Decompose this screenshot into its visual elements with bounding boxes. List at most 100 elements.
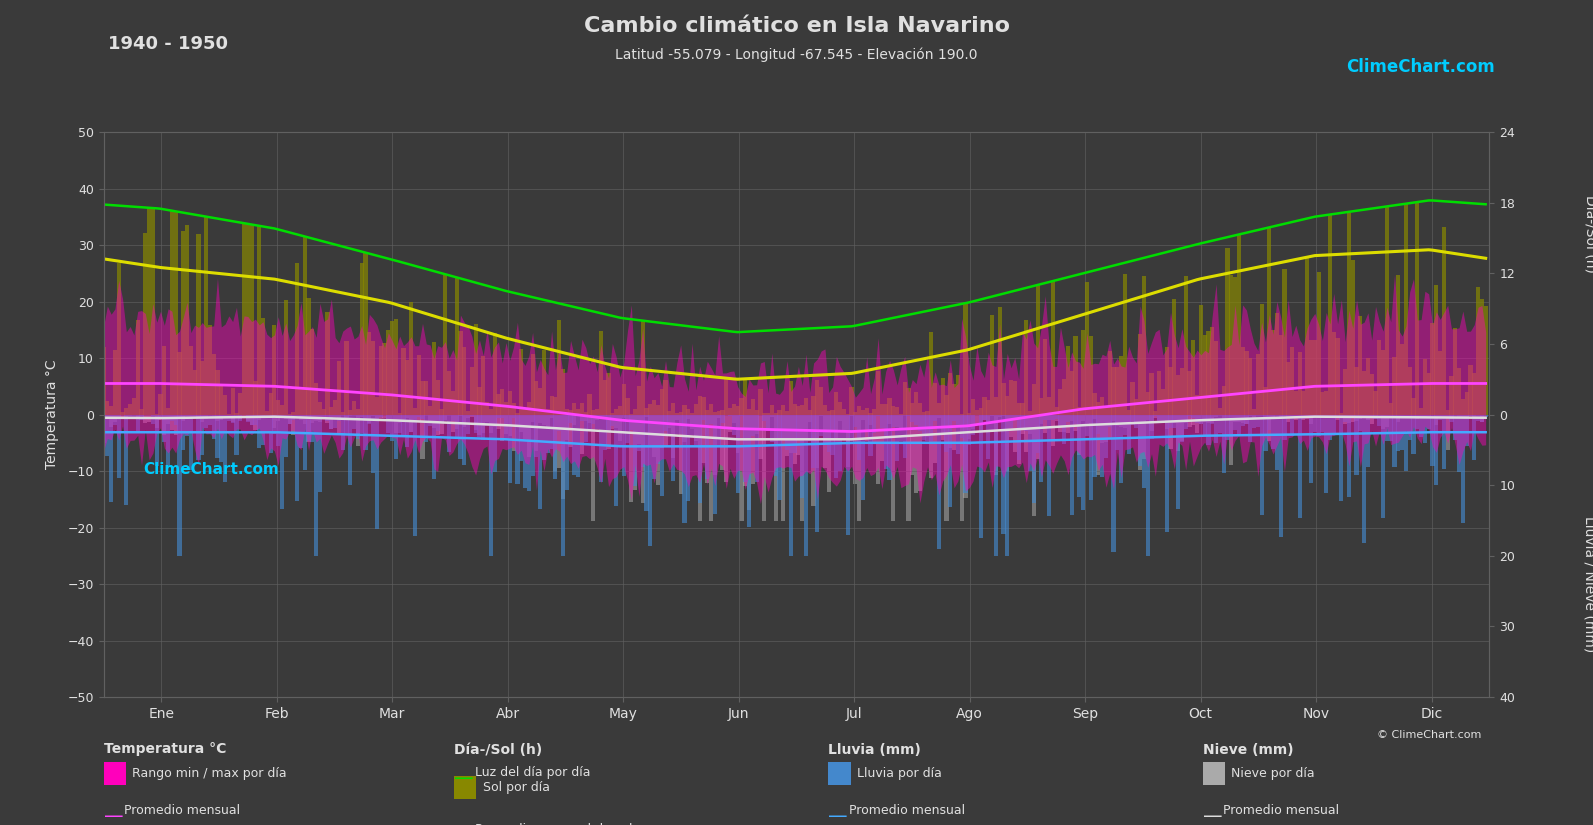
Bar xyxy=(116,263,121,414)
Bar xyxy=(382,343,387,414)
Bar xyxy=(1115,366,1120,414)
Bar xyxy=(170,414,174,430)
Bar xyxy=(527,414,530,491)
Bar xyxy=(652,414,656,479)
Bar xyxy=(432,414,436,428)
Bar xyxy=(1362,414,1367,417)
Bar xyxy=(709,404,714,414)
Bar xyxy=(1043,338,1047,414)
Bar xyxy=(143,414,148,423)
Text: Temperatura °C: Temperatura °C xyxy=(104,742,226,757)
Bar xyxy=(1415,414,1419,419)
Bar xyxy=(1294,391,1298,414)
Bar xyxy=(393,414,398,432)
Text: Cambio climático en Isla Navarino: Cambio climático en Isla Navarino xyxy=(583,16,1010,36)
Bar xyxy=(1096,402,1101,414)
Bar xyxy=(264,411,269,414)
Bar xyxy=(1077,414,1082,497)
Bar xyxy=(879,403,884,414)
Bar xyxy=(1101,397,1104,414)
Bar xyxy=(534,414,538,457)
Bar xyxy=(1118,414,1123,427)
Bar xyxy=(736,406,739,414)
Bar xyxy=(196,414,201,418)
Bar xyxy=(280,414,284,509)
Bar xyxy=(132,398,135,414)
Bar xyxy=(975,414,980,425)
Bar xyxy=(158,394,162,414)
Bar xyxy=(854,414,857,427)
Bar xyxy=(158,414,162,418)
Bar xyxy=(618,414,621,446)
Bar xyxy=(349,414,352,416)
Bar xyxy=(978,414,983,431)
Bar xyxy=(534,381,538,414)
Bar xyxy=(295,262,299,414)
Bar xyxy=(1184,276,1188,414)
Bar xyxy=(1101,414,1104,443)
Bar xyxy=(538,389,542,414)
Bar xyxy=(1365,414,1370,420)
Bar xyxy=(1458,368,1461,414)
Bar xyxy=(613,409,618,414)
Bar xyxy=(303,414,307,469)
Bar xyxy=(162,346,166,414)
Bar xyxy=(800,414,804,498)
Bar xyxy=(1321,414,1324,417)
Bar xyxy=(690,414,695,430)
Bar xyxy=(325,414,330,421)
Bar xyxy=(1085,414,1090,423)
Bar xyxy=(602,414,607,450)
Bar xyxy=(1461,414,1466,417)
Text: Luz del día por día: Luz del día por día xyxy=(475,766,591,780)
Bar xyxy=(876,414,881,416)
Bar xyxy=(1329,414,1332,441)
Bar xyxy=(1088,414,1093,439)
Bar xyxy=(1153,414,1158,416)
Bar xyxy=(500,414,505,441)
Bar xyxy=(1324,414,1329,493)
Bar xyxy=(868,414,873,425)
Bar xyxy=(577,414,580,478)
Bar xyxy=(311,414,314,423)
Bar xyxy=(470,414,475,417)
Bar xyxy=(564,414,569,440)
Bar xyxy=(687,414,690,501)
Bar xyxy=(706,414,709,479)
Bar xyxy=(1187,414,1192,427)
Bar xyxy=(1274,414,1279,470)
Bar xyxy=(190,414,193,417)
Bar xyxy=(860,414,865,500)
Bar xyxy=(884,414,887,469)
Bar xyxy=(1134,398,1139,414)
Bar xyxy=(884,403,887,414)
Bar xyxy=(523,414,527,439)
Bar xyxy=(774,413,777,414)
Bar xyxy=(978,408,983,414)
Bar xyxy=(1329,214,1332,414)
Bar xyxy=(750,398,755,414)
Bar xyxy=(671,414,675,458)
Bar xyxy=(295,414,299,502)
Bar xyxy=(558,319,561,414)
Bar xyxy=(569,414,572,423)
Bar xyxy=(113,350,116,414)
Bar xyxy=(489,409,492,414)
Bar xyxy=(215,414,220,458)
Bar xyxy=(972,414,975,429)
Bar xyxy=(519,414,524,461)
Bar xyxy=(454,414,459,436)
Bar xyxy=(1294,414,1298,417)
Bar xyxy=(838,414,843,471)
Bar xyxy=(890,414,895,427)
Bar xyxy=(906,414,911,417)
Bar xyxy=(1403,414,1408,417)
Bar xyxy=(135,414,140,417)
Bar xyxy=(435,380,440,414)
Bar xyxy=(811,396,816,414)
Bar xyxy=(796,414,801,441)
Bar xyxy=(1294,414,1298,420)
Y-axis label: Temperatura °C: Temperatura °C xyxy=(45,360,59,469)
Bar xyxy=(1107,351,1112,414)
Bar xyxy=(519,414,524,431)
